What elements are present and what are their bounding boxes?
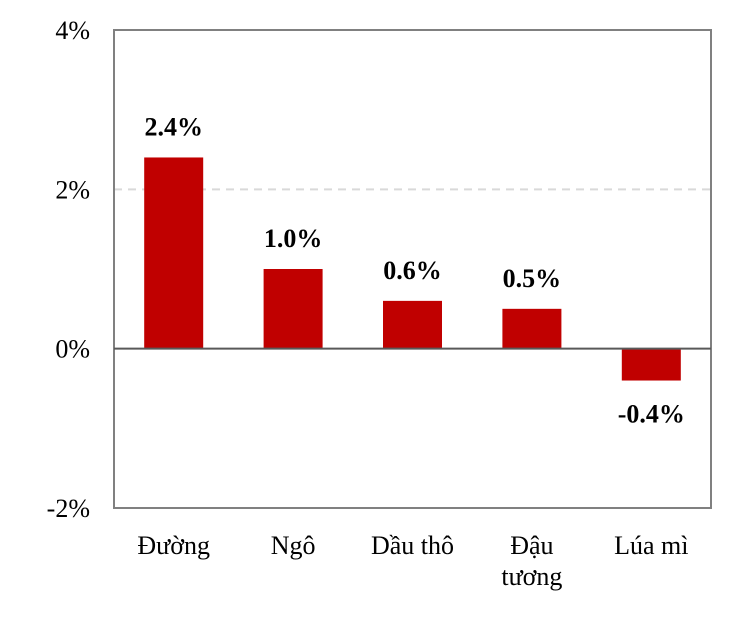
bar-0 bbox=[144, 157, 204, 349]
y-tick-label: -2% bbox=[47, 494, 90, 523]
y-tick-label: 4% bbox=[55, 16, 90, 45]
y-axis-ticks: 4% 2% 0% -2% bbox=[47, 16, 90, 523]
category-label-3: Đậu tương bbox=[501, 531, 562, 591]
data-label-3: 0.5% bbox=[503, 264, 562, 293]
plot-frame bbox=[113, 29, 712, 509]
category-label-2: Dầu thô bbox=[371, 531, 454, 560]
category-label-1: Ngô bbox=[271, 531, 316, 560]
category-label-4: Lúa mì bbox=[614, 531, 688, 560]
bar-2 bbox=[383, 300, 442, 349]
y-tick-label: 2% bbox=[55, 175, 90, 204]
category-label-0: Đường bbox=[137, 531, 210, 560]
data-label-2: 0.6% bbox=[383, 256, 442, 285]
data-label-4: -0.4% bbox=[618, 400, 685, 429]
x-axis-categories: Đường Ngô Dầu thô Đậu tương Lúa mì bbox=[137, 531, 688, 591]
data-label-0: 2.4% bbox=[144, 112, 203, 141]
data-labels: 2.4% 1.0% 0.6% 0.5% -0.4% bbox=[144, 112, 684, 428]
bars bbox=[144, 157, 681, 381]
bar-4 bbox=[621, 348, 681, 381]
plot-border bbox=[113, 29, 712, 509]
y-tick-label: 0% bbox=[55, 335, 90, 364]
data-label-1: 1.0% bbox=[264, 224, 323, 253]
bar-3 bbox=[502, 308, 562, 349]
bar-1 bbox=[263, 269, 323, 349]
